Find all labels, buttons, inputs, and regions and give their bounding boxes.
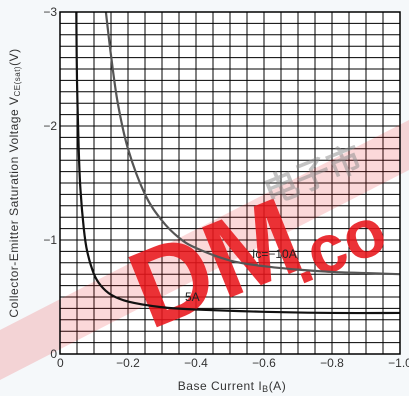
y-tick-label: 0 xyxy=(50,347,57,361)
x-tick-label: 0 xyxy=(57,356,64,370)
y-axis-ticks: 0 −1 −2 −3 xyxy=(43,5,57,361)
series-line-10a xyxy=(104,11,401,276)
x-axis-title-sub: B xyxy=(262,384,269,394)
grid xyxy=(60,12,400,354)
y-axis-title-unit: (V) xyxy=(7,48,21,66)
x-tick-label: −1.0 xyxy=(388,356,409,370)
x-tick-label: −0.4 xyxy=(184,356,208,370)
x-tick-label: −0.8 xyxy=(320,356,344,370)
y-axis-title: Collector-Emitter Saturation Voltage VCE… xyxy=(7,48,22,317)
watermark-stripe xyxy=(0,120,409,380)
y-axis-title-main: Collector-Emitter Saturation Voltage V xyxy=(7,97,21,318)
x-tick-label: −0.2 xyxy=(116,356,140,370)
y-tick-label: −3 xyxy=(43,5,57,19)
y-tick-label: −1 xyxy=(43,233,57,247)
y-tick-label: −2 xyxy=(43,119,57,133)
series-line-5a xyxy=(75,11,401,315)
curve-label-10a: Ic=−10A xyxy=(252,247,297,261)
x-axis-ticks: 0 −0.2 −0.4 −0.6 −0.8 −1.0 xyxy=(57,356,409,370)
x-tick-label: −0.6 xyxy=(252,356,276,370)
x-axis-title: Base Current IB(A) xyxy=(178,379,286,394)
series xyxy=(75,11,401,315)
y-axis-title-sub: CE(sat) xyxy=(13,66,22,97)
curve-label-5a: −5A xyxy=(178,290,200,304)
plot-frame xyxy=(59,11,401,355)
x-axis-title-main: Base Current I xyxy=(178,379,262,393)
x-axis-title-unit: (A) xyxy=(269,379,287,393)
